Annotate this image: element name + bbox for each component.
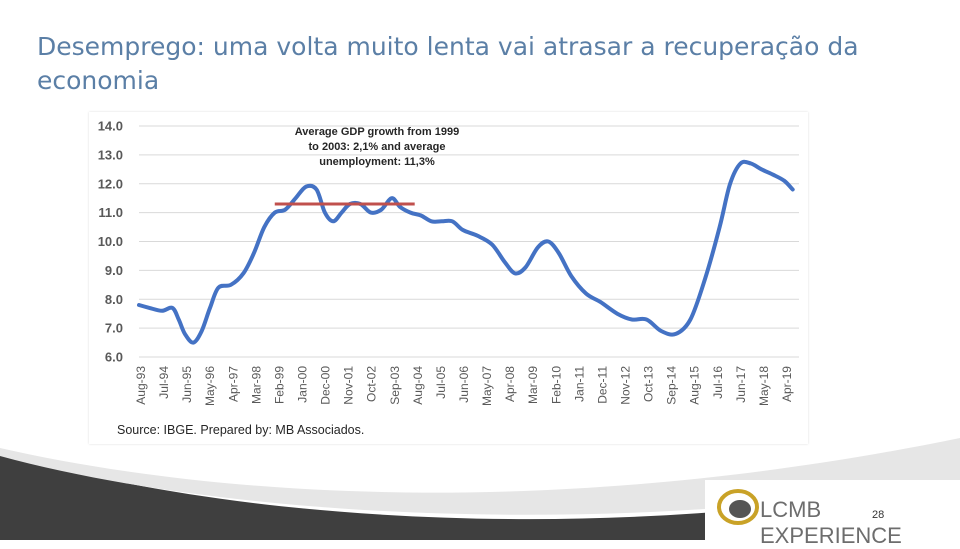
y-tick-label: 12.0	[98, 176, 123, 191]
chart-source: Source: IBGE. Prepared by: MB Associados…	[117, 423, 364, 437]
y-tick-label: 10.0	[98, 234, 123, 249]
x-tick-label: Apr-19	[780, 366, 794, 402]
x-tick-label: Sep-03	[388, 366, 402, 405]
x-tick-label: Dec-00	[319, 366, 333, 405]
x-tick-label: May-96	[203, 366, 217, 406]
annotation-line-3: unemployment: 11,3%	[319, 156, 435, 168]
unemployment-chart: 14.0 13.0 12.0 11.0 10.0 9.0 8.0 7.0 6.0 Aug-93 J…	[89, 112, 808, 444]
x-tick-label: Apr-97	[226, 366, 240, 402]
series-layer	[139, 162, 793, 343]
x-tick-label: Jun-06	[457, 366, 471, 403]
y-tick-label: 7.0	[105, 321, 123, 336]
y-tick-label: 14.0	[98, 119, 123, 134]
x-tick-label: Jan-11	[572, 366, 586, 402]
annotation-line-1: Average GDP growth from 1999	[295, 126, 459, 138]
x-tick-label: Nov-12	[619, 366, 633, 405]
x-tick-label: Feb-10	[549, 366, 563, 404]
x-tick-label: Mar-09	[526, 366, 540, 404]
y-tick-label: 8.0	[105, 292, 123, 307]
x-tick-label: Mar-98	[249, 366, 263, 404]
x-tick-label: Feb-99	[272, 366, 286, 404]
logo-mark-icon	[719, 491, 757, 523]
x-tick-label: Jun-95	[180, 366, 194, 403]
x-tick-label: Apr-08	[503, 366, 517, 402]
slide-title: Desemprego: uma volta muito lenta vai at…	[37, 30, 917, 98]
x-tick-label: Sep-14	[665, 366, 679, 405]
x-tick-label: Jul-94	[157, 366, 171, 399]
x-tick-label: Oct-13	[642, 366, 656, 402]
x-tick-label: Jul-16	[711, 366, 725, 399]
x-tick-label: Nov-01	[342, 366, 356, 405]
x-tick-label: Aug-15	[688, 366, 702, 405]
y-tick-label: 9.0	[105, 263, 123, 278]
y-tick-label: 13.0	[98, 147, 123, 162]
chart-container: 14.0 13.0 12.0 11.0 10.0 9.0 8.0 7.0 6.0 Aug-93 J…	[89, 112, 808, 444]
x-tick-label: Jun-17	[734, 366, 748, 403]
x-tick-label: Aug-04	[411, 366, 425, 405]
x-tick-label: Jan-00	[296, 366, 310, 403]
logo-text: LCMB EXPERIENCE	[760, 497, 960, 549]
x-tick-label: Aug-93	[134, 366, 148, 405]
annotation-line-2: to 2003: 2,1% and average	[309, 141, 446, 153]
y-axis: 14.0 13.0 12.0 11.0 10.0 9.0 8.0 7.0 6.0	[98, 119, 123, 365]
page-number: 28	[872, 509, 884, 521]
y-tick-label: 6.0	[105, 350, 123, 365]
x-tick-label: May-07	[480, 366, 494, 406]
y-tick-label: 11.0	[98, 205, 123, 220]
chart-grid	[139, 126, 799, 357]
unemployment-series-line	[139, 162, 793, 343]
x-axis: Aug-93 Jul-94 Jun-95 May-96 Apr-97 Mar-98 Feb-…	[134, 366, 794, 406]
x-tick-label: Dec-11	[595, 366, 609, 404]
x-tick-label: Jul-05	[434, 366, 448, 399]
x-tick-label: May-18	[757, 366, 771, 406]
x-tick-label: Oct-02	[365, 366, 379, 402]
